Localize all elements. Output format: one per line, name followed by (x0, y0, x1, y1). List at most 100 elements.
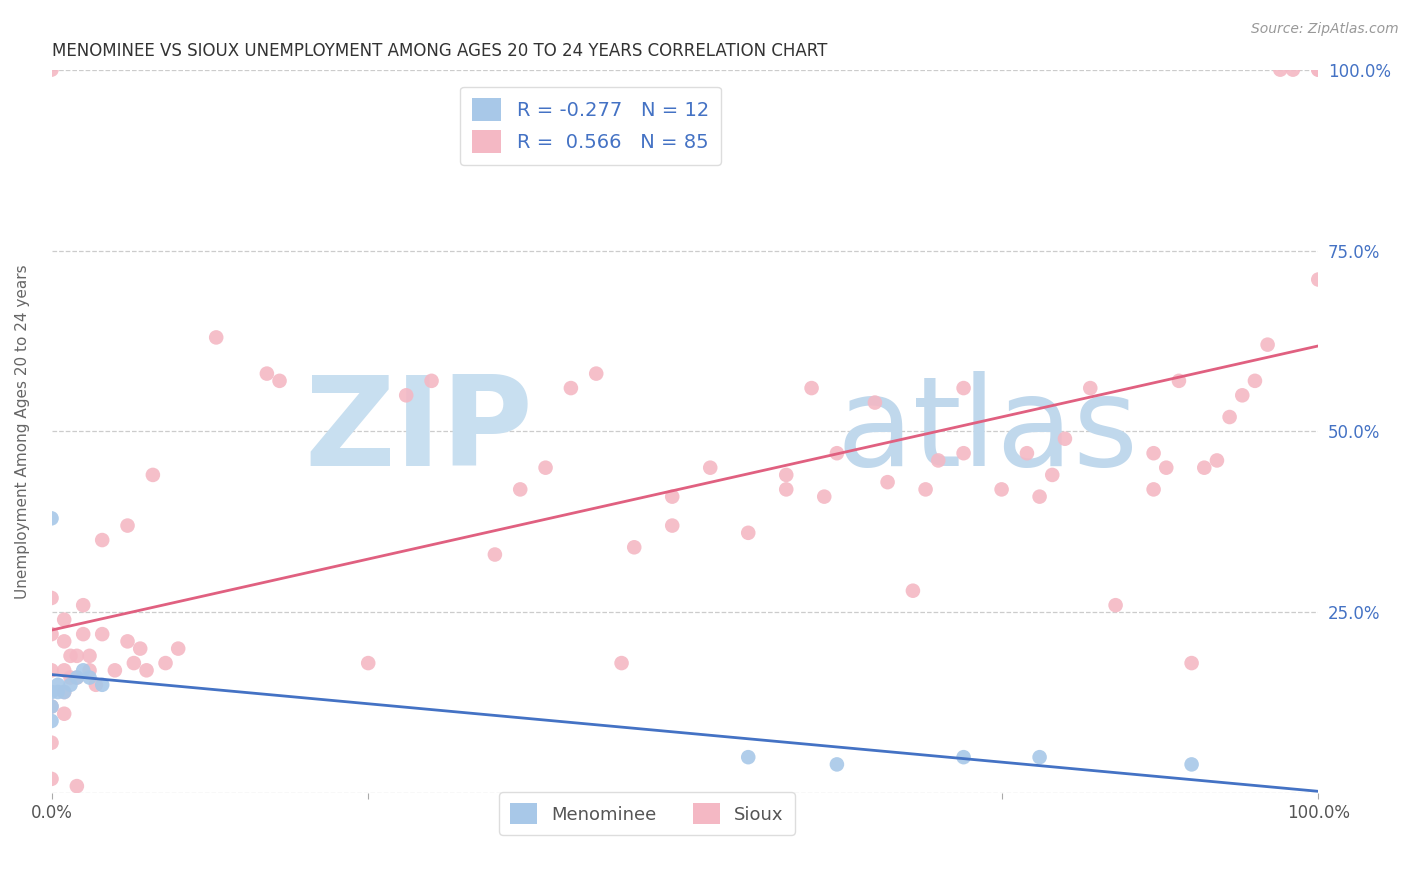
Point (1232, 388, 1254, 402)
Text: atlas: atlas (837, 371, 1139, 492)
Point (825, 446, 848, 460)
Point (122, 656, 145, 670)
Point (79, 648, 101, 663)
Point (661, 518, 683, 533)
Point (1142, 483, 1164, 497)
Point (66, 779, 89, 793)
Point (585, 367, 607, 381)
Point (41, 699, 63, 714)
Point (53, 613, 76, 627)
Point (534, 460, 557, 475)
Point (1040, 467, 1063, 482)
Point (927, 453, 949, 467)
Point (1244, 374, 1267, 388)
Point (72, 663, 94, 677)
Legend: Menominee, Sioux: Menominee, Sioux (499, 792, 794, 835)
Point (1015, 446, 1038, 460)
Point (509, 483, 531, 497)
Point (737, 750, 759, 764)
Point (104, 663, 127, 677)
Point (876, 475, 898, 490)
Point (41, 714, 63, 728)
Point (72, 598, 94, 612)
Text: ZIP: ZIP (304, 371, 533, 492)
Point (610, 656, 633, 670)
Point (775, 483, 797, 497)
Point (1194, 460, 1216, 475)
Point (1257, 337, 1279, 351)
Point (91, 678, 114, 692)
Point (72, 627, 94, 641)
Point (1181, 656, 1204, 670)
Point (79, 671, 101, 685)
Point (117, 518, 139, 533)
Point (1308, 62, 1330, 77)
Point (484, 548, 506, 562)
Point (952, 750, 974, 764)
Text: MENOMINEE VS SIOUX UNEMPLOYMENT AMONG AGES 20 TO 24 YEARS CORRELATION CHART: MENOMINEE VS SIOUX UNEMPLOYMENT AMONG AG… (52, 42, 827, 60)
Point (863, 395, 886, 409)
Point (1028, 490, 1050, 504)
Point (53, 706, 76, 721)
Point (66, 671, 89, 685)
Point (53, 634, 76, 648)
Point (91, 533, 114, 547)
Point (66, 671, 89, 685)
Point (420, 374, 443, 388)
Point (41, 62, 63, 77)
Point (41, 511, 63, 525)
Point (952, 381, 974, 395)
Point (117, 634, 139, 648)
Point (41, 591, 63, 605)
Point (53, 663, 76, 677)
Point (1142, 446, 1164, 460)
Point (1206, 453, 1229, 467)
Point (79, 663, 101, 677)
Point (84, 678, 107, 692)
Point (41, 736, 63, 750)
Point (155, 656, 177, 670)
Point (1078, 381, 1101, 395)
Point (1028, 750, 1050, 764)
Point (41, 685, 63, 699)
Point (901, 583, 924, 598)
Point (59, 678, 82, 692)
Point (167, 641, 190, 656)
Point (1104, 598, 1126, 612)
Point (1154, 460, 1177, 475)
Point (1168, 374, 1191, 388)
Point (1308, 62, 1330, 77)
Point (135, 663, 157, 677)
Point (142, 467, 165, 482)
Point (1181, 757, 1204, 772)
Point (990, 483, 1012, 497)
Point (205, 330, 228, 344)
Point (269, 374, 291, 388)
Point (395, 388, 418, 402)
Point (560, 381, 582, 395)
Point (699, 460, 721, 475)
Point (41, 663, 63, 677)
Point (41, 627, 63, 641)
Point (41, 699, 63, 714)
Point (825, 757, 848, 772)
Point (661, 490, 683, 504)
Point (813, 490, 835, 504)
Point (914, 483, 936, 497)
Point (66, 648, 89, 663)
Point (1282, 62, 1305, 77)
Point (41, 772, 63, 786)
Point (1219, 410, 1241, 425)
Text: Source: ZipAtlas.com: Source: ZipAtlas.com (1251, 22, 1399, 37)
Point (1270, 62, 1292, 77)
Point (53, 685, 76, 699)
Point (1308, 272, 1330, 286)
Point (59, 671, 82, 685)
Point (59, 648, 82, 663)
Point (357, 656, 380, 670)
Y-axis label: Unemployment Among Ages 20 to 24 years: Unemployment Among Ages 20 to 24 years (15, 264, 30, 599)
Point (737, 525, 759, 540)
Point (91, 627, 114, 641)
Point (46, 685, 69, 699)
Point (800, 381, 823, 395)
